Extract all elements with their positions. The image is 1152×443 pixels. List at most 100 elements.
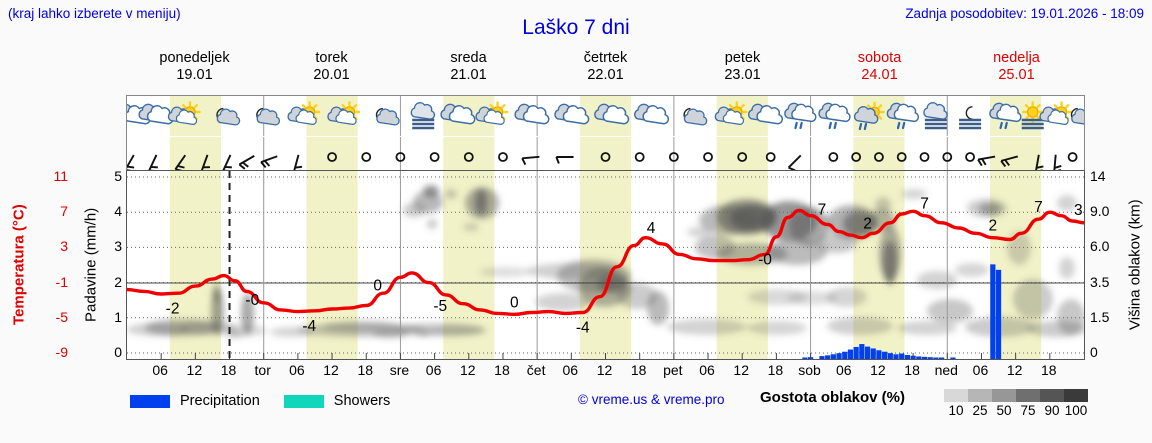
x-tick-06-16: 06 (699, 362, 715, 378)
cloud-blob (1057, 195, 1077, 211)
last-update-text: Zadnja posodobitev: 19.01.2026 - 18:09 (905, 6, 1144, 21)
temp-tick-1: 7 (60, 203, 68, 220)
wind-calm-icon (600, 152, 611, 162)
cloud-blob (817, 233, 857, 253)
cloud-blob (843, 211, 877, 237)
cloud-blob (1059, 257, 1075, 279)
day-date: 25.01 (998, 67, 1035, 83)
x-tick-12-9: 12 (459, 362, 476, 378)
menu-hint-text: (kraj lahko izberete v meniju) (8, 6, 181, 21)
day-name: torek (315, 50, 348, 66)
cloud-blob (373, 329, 407, 338)
wind-barb-icon (521, 155, 540, 165)
day-header-row: ponedeljek 19.01 torek 20.01 sreda 21.01 četrt… (126, 50, 1085, 94)
wind-calm-icon (361, 152, 372, 162)
precipitation-bars (802, 264, 1002, 359)
day-header-7: nedelja 25.01 (948, 50, 1085, 94)
day-header-1: ponedeljek 19.01 (126, 50, 263, 94)
density-tick-25: 25 (972, 403, 988, 418)
prec-tick-5: 0 (114, 344, 122, 360)
density-tick-100: 100 (1064, 403, 1088, 418)
temperature-label: -4 (576, 320, 590, 337)
day-header-5: petek 23.01 (674, 50, 811, 94)
density-step-3 (1016, 389, 1040, 402)
day-name: sreda (450, 50, 487, 66)
wind-calm-icon (851, 152, 862, 162)
cloud-tick-3: 3.5 (1090, 273, 1110, 290)
sun-icon (1026, 106, 1039, 118)
cloud-blob (827, 317, 893, 335)
temperature-label: -5 (433, 298, 447, 315)
weather-icon-partly-sunny (287, 101, 321, 125)
precipitation-bar (836, 353, 842, 359)
temperature-label: -0 (245, 292, 259, 309)
day-name: ponedeljek (159, 50, 230, 66)
precipitation-legend-label: Precipitation (180, 393, 260, 409)
cloud-blob (212, 283, 221, 303)
cloud-blob (403, 203, 425, 217)
weather-icon-rain-sun (853, 101, 885, 131)
cloud-blob (427, 219, 437, 229)
cloud-blob (727, 211, 739, 219)
density-tick-10: 10 (948, 403, 964, 418)
precipitation-bar (921, 356, 928, 359)
temperature-label: -4 (302, 318, 316, 335)
density-step-0 (944, 389, 968, 402)
cloud-blob (789, 207, 829, 245)
x-tick-18-10: 18 (494, 362, 510, 378)
x-tick-18-14: 18 (630, 362, 647, 378)
density-tick-75: 75 (1020, 403, 1036, 418)
precipitation-bar (916, 356, 922, 359)
precipitation-bar (887, 353, 893, 359)
wind-calm-icon (896, 152, 907, 162)
weather-icon-partly-moon (216, 107, 241, 126)
wind-calm-icon (942, 152, 953, 162)
cloud-blob (423, 185, 439, 197)
weather-icon-partly-sunny (167, 101, 201, 125)
temp-tick-0: 11 (53, 168, 68, 184)
series-legend: Precipitation Showers (130, 390, 404, 412)
moon-icon (965, 106, 973, 120)
x-tick-06-8: 06 (425, 362, 442, 378)
cloud-tick-4: 1.5 (1090, 308, 1110, 325)
rain-drop (799, 121, 803, 130)
precipitation-bar (853, 346, 859, 359)
prec-tick-1: 4 (114, 203, 122, 220)
day-date: 24.01 (861, 67, 898, 83)
day-date: 21.01 (450, 67, 487, 83)
cloud-blob (901, 189, 927, 199)
temperature-label: -0 (758, 251, 772, 268)
density-step-5 (1064, 389, 1088, 402)
forecast-plot: -2 -0 -4 0 -5 0 -4 4 -0 7 2 7 2 7 3 (126, 170, 1085, 360)
wind-calm-icon (1067, 152, 1078, 162)
weather-icon-partly-sunny (327, 101, 361, 125)
day-header-3: sreda 21.01 (400, 50, 537, 94)
cloud-blob (747, 321, 807, 335)
weather-icon-partly-moon (375, 107, 400, 126)
x-tick-06-4: 06 (289, 362, 305, 378)
temp-tick-2: 3 (60, 238, 68, 255)
wind-calm-icon (463, 152, 474, 162)
wind-barb-icon (148, 154, 158, 172)
weather-icon-cloudy (594, 103, 630, 125)
density-step-4 (1040, 389, 1064, 402)
x-tick-tor-3: tor (254, 362, 271, 378)
wind-calm-icon (327, 152, 337, 162)
credit-text[interactable]: © vreme.us & vreme.pro (578, 392, 725, 407)
density-step-2 (992, 389, 1016, 402)
rain-drop (896, 121, 901, 130)
weather-icon-cloudy (554, 103, 590, 125)
weather-icon-rain (784, 102, 817, 130)
density-step-1 (968, 389, 992, 402)
precipitation-bar (938, 357, 945, 359)
weather-icon-partly-sunny (714, 101, 748, 125)
wind-barb-icon (555, 156, 574, 164)
temperature-label: 2 (863, 216, 872, 233)
cloud-blob (475, 189, 487, 215)
day-name: nedelja (993, 50, 1040, 66)
temperature-label: 0 (373, 277, 382, 294)
temperature-label: 4 (647, 220, 656, 237)
density-tick-90: 90 (1044, 403, 1060, 418)
wind-calm-icon (703, 152, 713, 162)
day-header-2: torek 20.01 (263, 50, 400, 94)
